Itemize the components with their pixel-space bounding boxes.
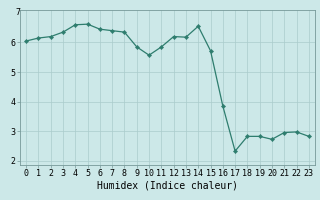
Text: 7: 7: [15, 8, 20, 17]
X-axis label: Humidex (Indice chaleur): Humidex (Indice chaleur): [97, 181, 238, 191]
